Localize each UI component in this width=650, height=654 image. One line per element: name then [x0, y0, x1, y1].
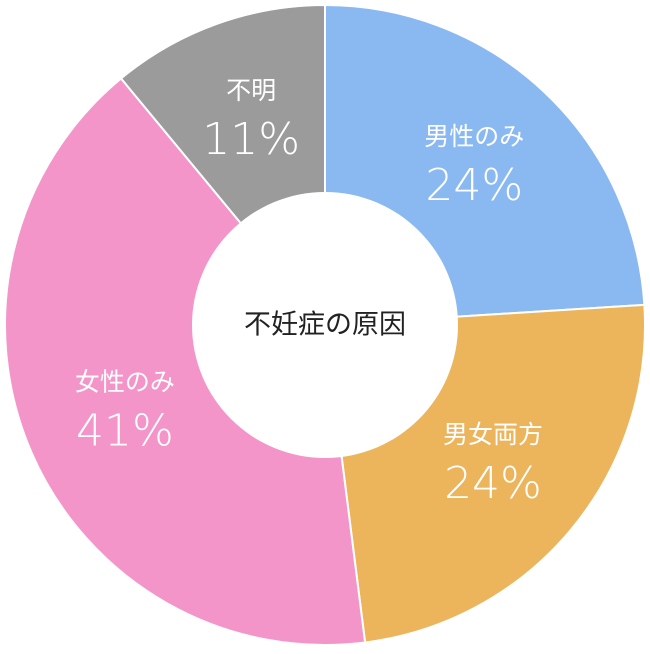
value-label: 41% [76, 406, 174, 457]
slice-label: 男性のみ [424, 122, 524, 151]
slice-label: 女性のみ [75, 368, 175, 397]
value-label: 24% [444, 458, 542, 509]
chart-title: 不妊症の原因 [244, 310, 406, 341]
slice-label: 不明 [226, 76, 276, 105]
donut-hole [192, 192, 458, 458]
value-label: 11% [202, 114, 300, 165]
value-label: 24% [425, 160, 523, 211]
slice [4, 77, 367, 646]
slice-label: 男女両方 [443, 420, 543, 449]
